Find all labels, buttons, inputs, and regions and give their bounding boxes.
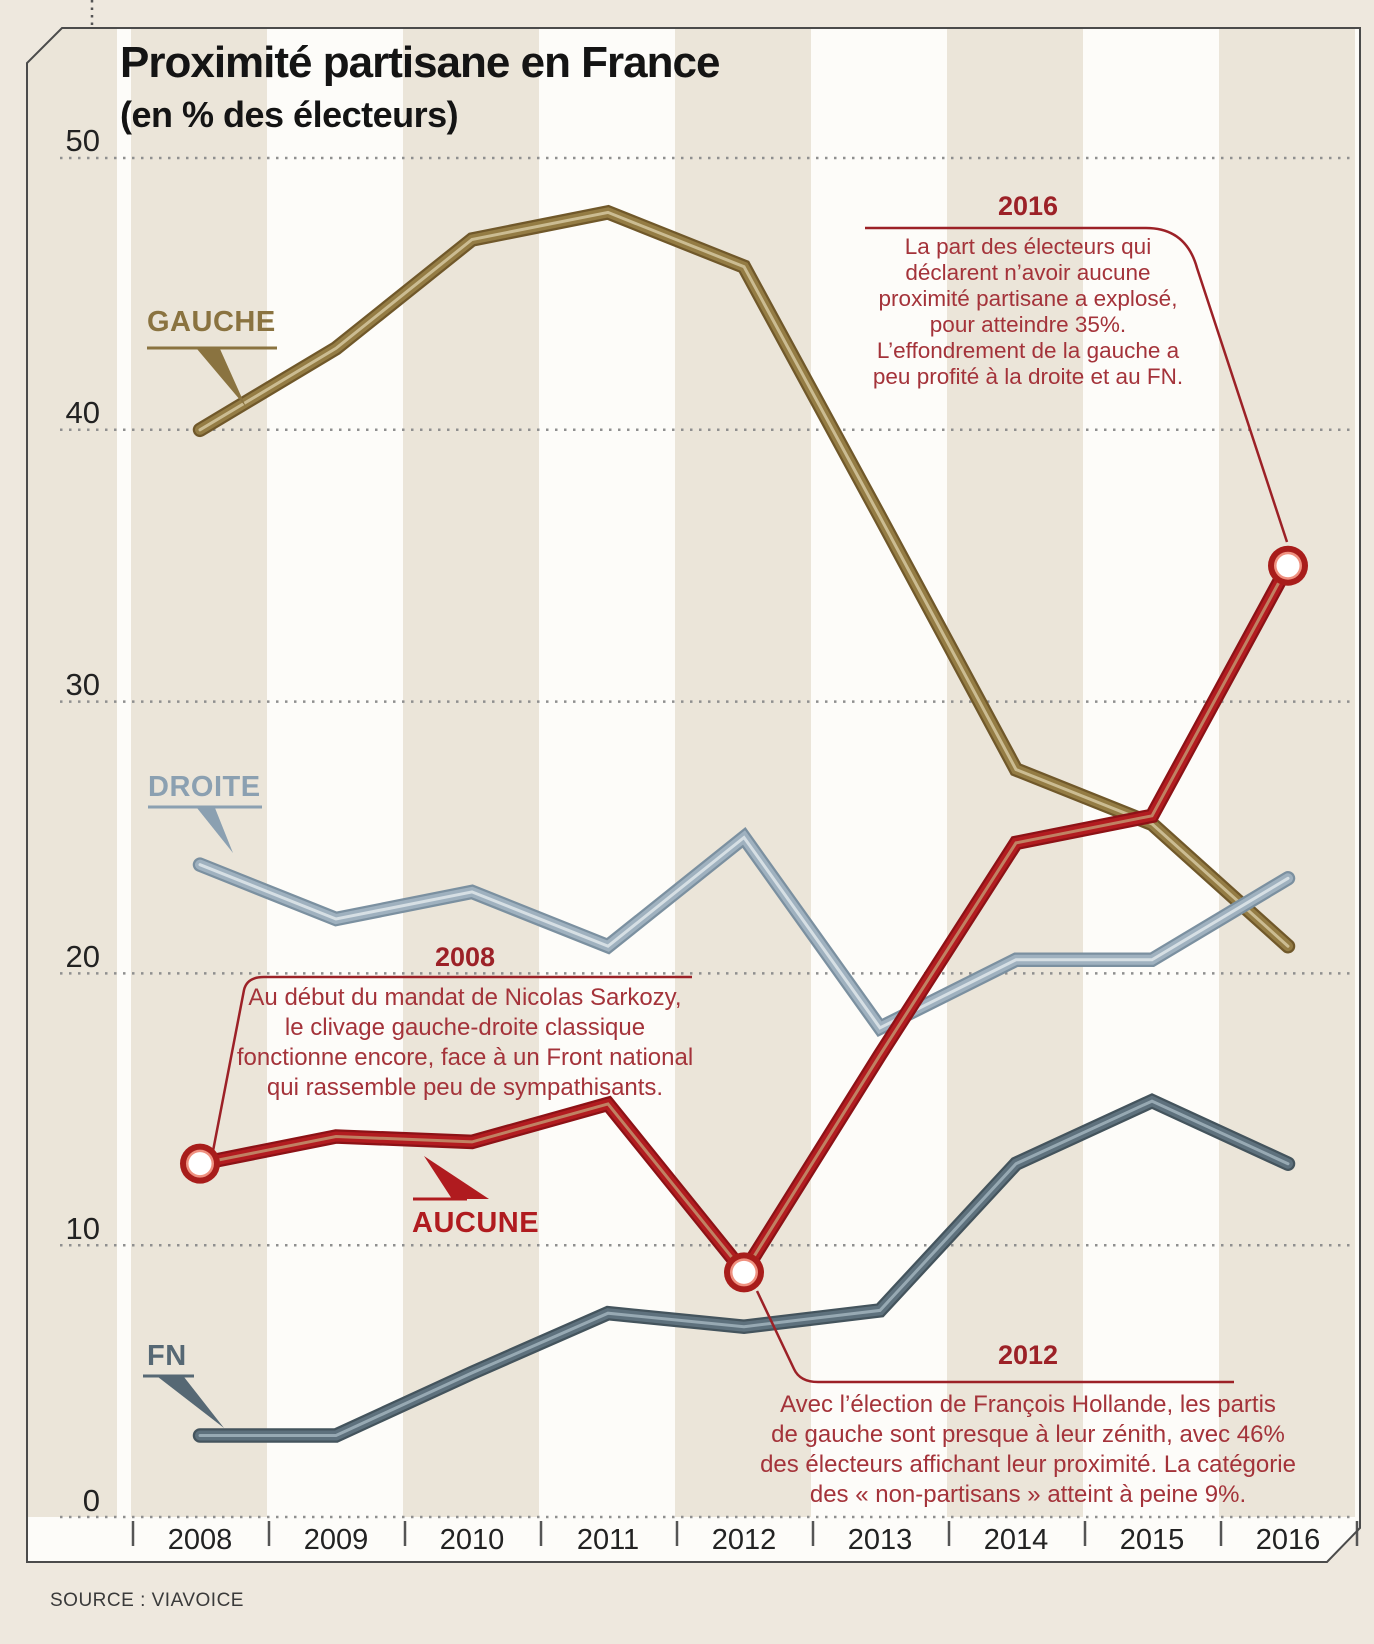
callout-pointer-fn (158, 1377, 224, 1428)
series-line-gauche-highlight (198, 210, 1290, 948)
year-band (117, 28, 131, 1517)
annotation-2008-line: Au début du mandat de Nicolas Sarkozy, (248, 984, 682, 1011)
annotation-2012-line: de gauche sont presque à leur zénith, av… (771, 1421, 1285, 1448)
leader-2012 (755, 1290, 1234, 1384)
series-label-gauche: GAUCHE (147, 306, 276, 338)
annotation-2016-line: peu profité à la droite et au FN. (872, 364, 1184, 389)
band-group (117, 28, 1360, 1517)
x-tick-2013: 2013 (847, 1524, 913, 1556)
chart-title: Proximité partisane en France (120, 38, 720, 87)
leader-2008 (211, 975, 692, 1152)
leader-2016 (865, 226, 1289, 543)
y-tick-50: 50 (65, 123, 100, 158)
x-tick-2010: 2010 (439, 1524, 505, 1556)
x-tick-2016: 2016 (1255, 1524, 1321, 1556)
x-tick-2011: 2011 (576, 1524, 640, 1556)
x-tick-2009: 2009 (303, 1524, 369, 1556)
annotation-2008-text: Au début du mandat de Nicolas Sarkozy, l… (225, 983, 705, 1103)
annotation-2016-line: déclarent n’avoir aucune (905, 260, 1151, 285)
annotation-2008-heading: 2008 (434, 942, 496, 972)
callout-pointer-droite (197, 808, 233, 853)
y-tick-10: 10 (65, 1211, 100, 1246)
annotation-2008-line: fonctionne encore, face à un Front natio… (236, 1044, 694, 1071)
annotation-2012-line: des électeurs affichant leur proximité. … (760, 1451, 1296, 1478)
year-band (1083, 28, 1219, 1517)
y-tick-0: 0 (82, 1483, 100, 1518)
series-line-fn-highlight (198, 1099, 1290, 1437)
annotation-2008-line: qui rassemble peu de sympathisants. (266, 1074, 664, 1101)
annotation-2016-line: L’effondrement de la gauche a (876, 338, 1180, 363)
annotation-2016-text: La part des électeurs qui déclarent n’av… (808, 234, 1248, 390)
annotation-2016-line: pour atteindre 35%. (929, 312, 1127, 337)
annotation-2008-line: le clivage gauche-droite classique (284, 1014, 646, 1041)
annotation-2016-line: proximité partisane a explosé, (878, 286, 1178, 311)
marker-ring-core (732, 1260, 756, 1284)
y-tick-30: 30 (65, 667, 100, 702)
annotation-2012-heading: 2012 (997, 1340, 1059, 1370)
annotation-2012-line: des « non-partisans » atteint à peine 9%… (809, 1481, 1247, 1508)
annotation-2016-line: La part des électeurs qui (904, 234, 1152, 259)
series-line-droite-highlight (198, 835, 1290, 1030)
callout-pointer-gauche (197, 349, 246, 407)
annotation-2012-text: Avec l’élection de François Hollande, le… (748, 1390, 1308, 1510)
series-label-droite: DROITE (148, 771, 261, 803)
x-tick-2015: 2015 (1119, 1524, 1185, 1556)
marker-ring-core (1276, 554, 1300, 578)
marker-ring-core (188, 1152, 212, 1176)
annotation-2016-heading: 2016 (997, 191, 1059, 221)
series-label-aucune: AUCUNE (412, 1207, 540, 1239)
x-tick-2012: 2012 (711, 1524, 777, 1556)
year-band (539, 28, 675, 1517)
axis-strip (28, 1517, 1359, 1562)
y-tick-20: 20 (65, 939, 100, 974)
chart-frame (26, 27, 1361, 1563)
x-tick-2014: 2014 (983, 1524, 1049, 1556)
year-band (267, 28, 403, 1517)
x-tick-2008: 2008 (167, 1524, 233, 1556)
y-tick-40: 40 (65, 395, 100, 430)
callout-pointer-aucune (424, 1156, 489, 1199)
year-band (1355, 28, 1360, 1517)
source-credit: SOURCE : VIAVOICE (50, 1590, 244, 1611)
chart-subtitle: (en % des électeurs) (120, 94, 459, 135)
annotation-2012-line: Avec l’élection de François Hollande, le… (780, 1391, 1276, 1418)
series-label-fn: FN (147, 1340, 187, 1372)
